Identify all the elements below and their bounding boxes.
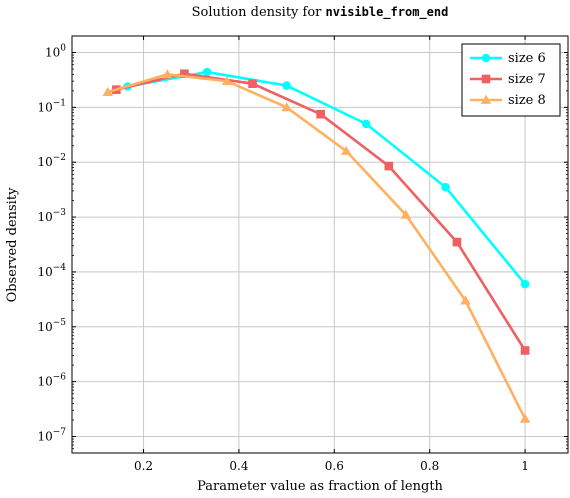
data-point <box>520 414 530 423</box>
data-point <box>521 346 530 355</box>
legend: size 6 size 7 size 8 <box>462 44 560 116</box>
data-point <box>385 162 394 171</box>
data-point <box>316 110 325 119</box>
x-tick-label: 1 <box>521 459 529 473</box>
data-point <box>362 120 371 129</box>
data-point <box>203 68 212 77</box>
legend-label: size 8 <box>508 93 546 108</box>
y-axis-label: Observed density <box>5 187 20 302</box>
legend-swatch-marker <box>482 75 491 84</box>
data-point <box>453 238 462 247</box>
series-line <box>108 74 525 418</box>
y-tick-label: 100 <box>45 44 66 60</box>
y-tick-label: 10−1 <box>37 98 66 114</box>
y-tick-label: 10−6 <box>37 373 66 389</box>
data-point <box>521 280 530 289</box>
series-layer <box>103 68 531 423</box>
legend-swatch-marker <box>482 54 491 63</box>
legend-label: size 6 <box>508 51 546 66</box>
data-point <box>282 81 291 90</box>
data-point <box>441 183 450 192</box>
x-tick-label: 0.8 <box>420 459 439 473</box>
x-tick-label: 0.2 <box>134 459 153 473</box>
x-tick-label: 0.4 <box>229 459 248 473</box>
data-point <box>248 79 257 88</box>
y-tick-label: 10−5 <box>37 318 66 334</box>
chart-title: Solution density for nvisible_from_end <box>192 5 449 20</box>
series-3 <box>103 69 531 423</box>
legend-label: size 7 <box>508 72 546 87</box>
y-tick-label: 10−2 <box>37 153 66 169</box>
y-tick-label: 10−4 <box>37 263 66 279</box>
y-tick-label: 10−3 <box>37 208 66 224</box>
y-tick-label: 10−7 <box>37 427 66 443</box>
x-axis-label: Parameter value as fraction of length <box>197 479 443 494</box>
chart-title-code: nvisible_from_end <box>326 5 449 20</box>
chart-title-text: Solution density for <box>192 5 326 20</box>
x-tick-label: 0.6 <box>325 459 344 473</box>
